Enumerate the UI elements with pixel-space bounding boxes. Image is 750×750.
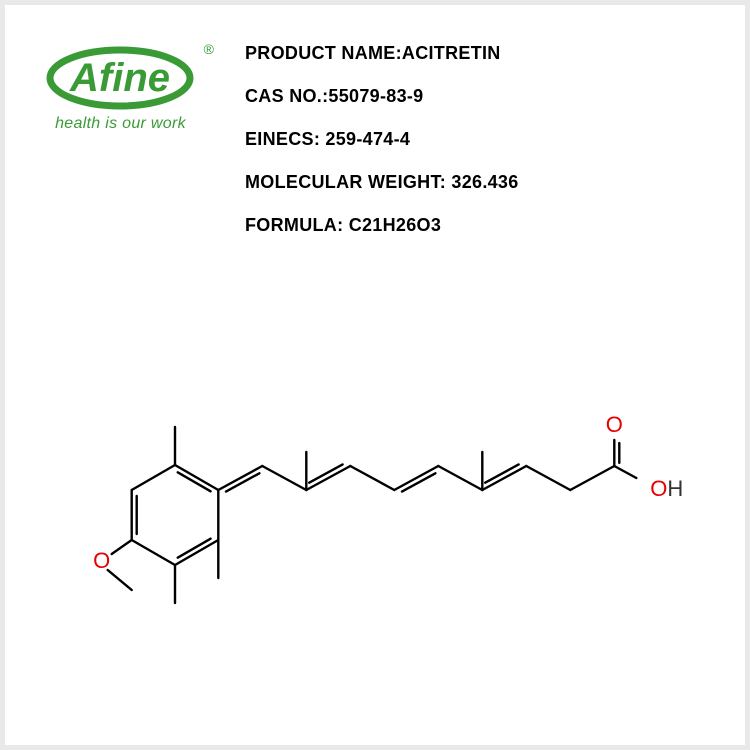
product-name-row: PRODUCT NAME:ACITRETIN xyxy=(245,43,685,64)
einecs-row: EINECS: 259-474-4 xyxy=(245,129,685,150)
formula-label: FORMULA: xyxy=(245,215,349,235)
logo: Afine ® health is our work xyxy=(43,43,198,133)
logo-tagline: health is our work xyxy=(43,115,198,133)
einecs-label: EINECS: xyxy=(245,129,325,149)
molecular-structure: OOOH xyxy=(5,345,745,645)
svg-text:OH: OH xyxy=(650,476,683,501)
product-name-label: PRODUCT NAME: xyxy=(245,43,402,63)
logo-oval: Afine xyxy=(43,43,198,113)
mw-label: MOLECULAR WEIGHT: xyxy=(245,172,451,192)
formula-row: FORMULA: C21H26O3 xyxy=(245,215,685,236)
cas-value: 55079-83-9 xyxy=(328,86,423,106)
product-name-value: ACITRETIN xyxy=(402,43,501,63)
product-card: Afine ® health is our work PRODUCT NAME:… xyxy=(5,5,745,745)
formula-value: C21H26O3 xyxy=(349,215,441,235)
svg-text:O: O xyxy=(606,412,623,437)
einecs-value: 259-474-4 xyxy=(325,129,410,149)
logo-mark: Afine ® xyxy=(43,43,198,113)
mw-row: MOLECULAR WEIGHT: 326.436 xyxy=(245,172,685,193)
cas-label: CAS NO.: xyxy=(245,86,328,106)
cas-row: CAS NO.:55079-83-9 xyxy=(245,86,685,107)
mw-value: 326.436 xyxy=(451,172,518,192)
registered-symbol: ® xyxy=(204,41,214,57)
logo-text: Afine xyxy=(69,56,170,100)
molecule-svg: OOOH xyxy=(35,345,715,645)
product-info: PRODUCT NAME:ACITRETIN CAS NO.:55079-83-… xyxy=(245,43,685,258)
